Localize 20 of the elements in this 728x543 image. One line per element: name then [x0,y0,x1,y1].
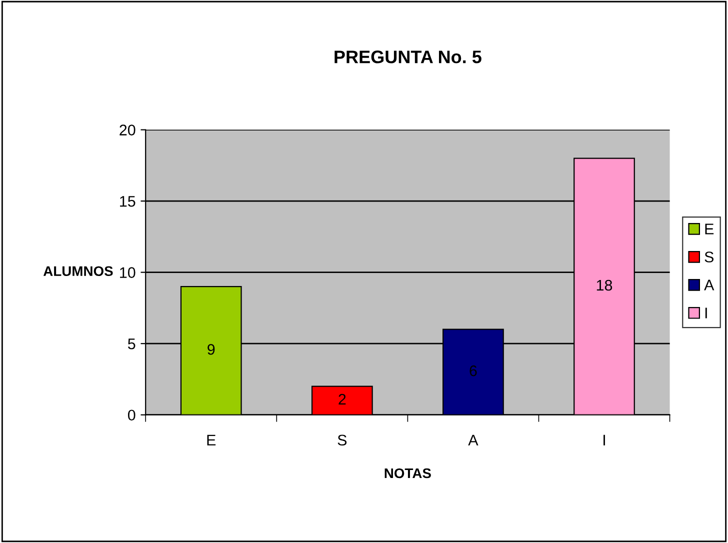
data-label: 18 [596,280,612,291]
data-label: 6 [470,365,477,376]
data-label: 2 [338,394,346,405]
x-tick-label: E [207,434,216,446]
legend-label: A [704,280,714,290]
legend-label: S [704,252,714,262]
chart-title: PREGUNTA No. 5 [334,50,482,64]
x-axis-title: NOTAS [384,468,431,478]
y-tick-label: 10 [120,267,136,278]
x-tick-label: A [468,434,478,446]
y-tick-label: 0 [128,410,136,421]
y-tick-label: 20 [120,124,136,136]
y-tick-label: 15 [120,196,136,207]
data-label: 9 [208,344,215,355]
x-tick-label: S [338,434,347,446]
legend-label: I [705,308,707,318]
x-tick-label: I [604,434,605,446]
y-tick-label: 5 [128,338,136,350]
y-axis-title: ALUMNOS [43,266,113,276]
legend-label: E [705,224,714,234]
